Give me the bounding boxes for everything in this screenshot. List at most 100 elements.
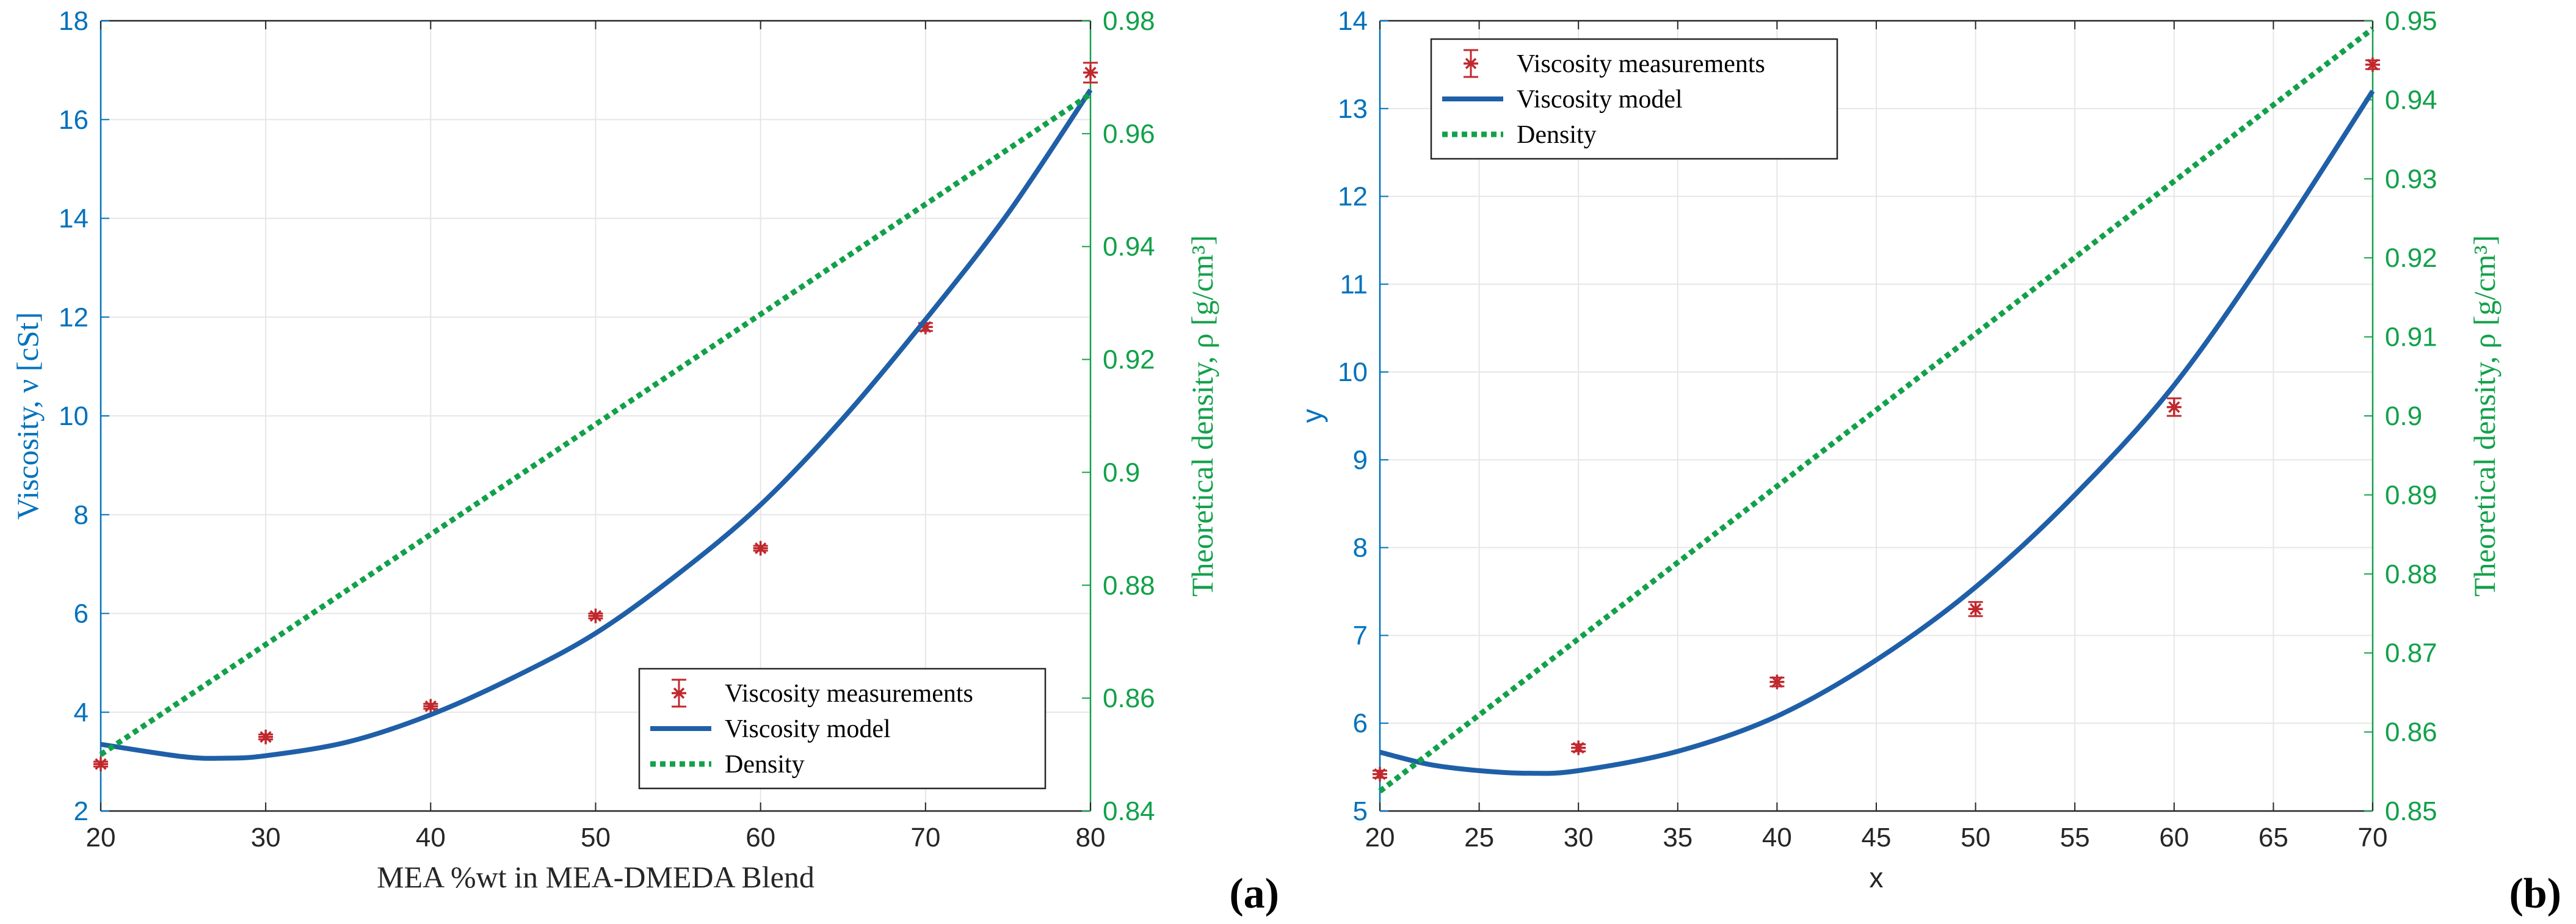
left-y-tick-label: 8: [1353, 533, 1368, 563]
asterisk-marker: [2365, 57, 2380, 72]
density-line: [1378, 26, 2375, 794]
left-y-tick-label: 7: [1353, 620, 1368, 650]
density-line: [99, 92, 1092, 757]
left-y-tick-label: 14: [59, 204, 89, 234]
right-y-tick-label: 0.9: [2385, 401, 2422, 431]
measurement-point: [1083, 62, 1098, 84]
x-tick-label: 20: [86, 823, 116, 853]
x-tick-label: 30: [1564, 823, 1594, 853]
legend-entry-label: Viscosity measurements: [1517, 50, 1765, 78]
right-y-axis-label: Theoretical density, ρ [g/cm³]: [1185, 235, 1219, 597]
x-tick-label: 60: [746, 823, 775, 853]
measurement-point: [753, 540, 768, 556]
x-tick-label: 20: [1365, 823, 1395, 853]
measurement-point: [93, 757, 108, 772]
measurement-point: [1373, 766, 1387, 782]
panel-label: (b): [2509, 870, 2561, 917]
chart-panel-b: 20 25 30 35 40 45 50 55 60 65 70 5 6 7 8 9 10 11 12 13 14 0.8…: [1296, 6, 2561, 917]
x-tick-label: 60: [2159, 823, 2189, 853]
right-y-tick-label: 0.91: [2385, 322, 2437, 352]
x-axis-label: x: [1870, 862, 1884, 893]
measurement-point: [1968, 601, 1983, 617]
right-y-tick-label: 0.87: [2385, 638, 2437, 668]
legend-entry-label: Viscosity model: [1517, 85, 1683, 114]
x-tick-label: 50: [1961, 823, 1990, 853]
x-tick-label: 65: [2259, 823, 2288, 853]
panel-label: (a): [1229, 870, 1279, 917]
asterisk-marker: [2166, 399, 2182, 415]
left-y-axis-label: Viscosity, ν [cSt]: [10, 312, 45, 520]
left-y-tick-label: 10: [59, 401, 89, 431]
right-y-axis-label: Theoretical density, ρ [g/cm³]: [2467, 235, 2502, 597]
legend: Viscosity measurements Viscosity model Den…: [1430, 38, 1838, 160]
left-y-tick-label: 5: [1353, 796, 1368, 826]
asterisk-marker: [1571, 740, 1586, 755]
legend-entry-label: Viscosity model: [725, 715, 891, 743]
x-tick-label: 70: [910, 823, 940, 853]
left-y-tick-label: 12: [59, 302, 89, 332]
right-y-tick-label: 0.92: [1103, 345, 1155, 375]
left-y-tick-label: 10: [1338, 357, 1368, 387]
left-y-tick-label: 4: [74, 697, 89, 727]
x-tick-label: 80: [1076, 823, 1106, 853]
right-y-tick-label: 0.86: [1103, 683, 1155, 713]
left-y-tick-label: 9: [1353, 445, 1368, 475]
x-tick-label: 25: [1464, 823, 1494, 853]
x-tick-label: 40: [416, 823, 446, 853]
x-axis-label: MEA %wt in MEA-DMEDA Blend: [377, 860, 815, 894]
x-tick-label: 40: [1762, 823, 1792, 853]
legend-entry-label: Viscosity measurements: [725, 680, 973, 708]
right-y-tick-label: 0.93: [2385, 164, 2437, 194]
x-tick-label: 55: [2060, 823, 2090, 853]
asterisk-marker: [258, 729, 274, 744]
right-y-tick-label: 0.94: [1103, 232, 1155, 262]
measurement-point: [588, 608, 603, 624]
left-y-tick-label: 16: [59, 105, 89, 135]
left-y-tick-label: 12: [1338, 182, 1368, 212]
right-y-tick-label: 0.96: [1103, 119, 1155, 149]
asterisk-marker: [918, 319, 933, 335]
legend-asterisk-icon: [1464, 57, 1478, 70]
asterisk-marker: [1373, 766, 1387, 782]
left-y-tick-label: 11: [1340, 269, 1368, 299]
legend: Viscosity measurements Viscosity model Den…: [638, 668, 1047, 790]
left-y-tick-label: 6: [1353, 708, 1368, 738]
measurement-point: [258, 729, 274, 744]
left-y-tick-label: 6: [74, 599, 89, 629]
right-y-tick-label: 0.86: [2385, 718, 2437, 748]
x-tick-label: 30: [251, 823, 281, 853]
right-y-tick-label: 0.98: [1103, 6, 1155, 36]
viscosity-model-line: [100, 89, 1093, 761]
legend-entry-label: Density: [725, 751, 805, 779]
legend-entry-label: Density: [1517, 121, 1597, 149]
measurement-point: [423, 699, 438, 714]
asterisk-marker: [588, 608, 603, 624]
x-tick-label: 45: [1862, 823, 1892, 853]
x-tick-label: 50: [581, 823, 611, 853]
measurement-point: [2166, 397, 2182, 417]
left-y-tick-label: 14: [1338, 6, 1368, 36]
left-y-tick-label: 8: [74, 500, 89, 530]
asterisk-marker: [1083, 65, 1098, 80]
viscosity-model-line: [1379, 89, 2375, 776]
x-tick-label: 70: [2358, 823, 2388, 853]
left-y-tick-label: 13: [1338, 94, 1368, 124]
right-y-tick-label: 0.88: [1103, 570, 1155, 600]
left-y-tick-label: 2: [74, 796, 89, 826]
asterisk-marker: [753, 540, 768, 556]
left-y-axis-label: y: [1296, 409, 1328, 423]
asterisk-marker: [423, 699, 438, 714]
right-y-tick-label: 0.94: [2385, 85, 2437, 115]
right-y-tick-label: 0.95: [2385, 6, 2437, 36]
asterisk-marker: [1769, 674, 1785, 689]
right-y-tick-label: 0.84: [1103, 796, 1155, 826]
measurement-point: [2365, 57, 2380, 72]
right-y-tick-label: 0.88: [2385, 559, 2437, 589]
legend-asterisk-icon: [672, 687, 686, 699]
right-y-tick-label: 0.92: [2385, 243, 2437, 273]
measurement-point: [1769, 674, 1785, 689]
x-tick-label: 35: [1663, 823, 1693, 853]
asterisk-marker: [1968, 602, 1983, 617]
left-y-tick-label: 18: [59, 6, 89, 36]
